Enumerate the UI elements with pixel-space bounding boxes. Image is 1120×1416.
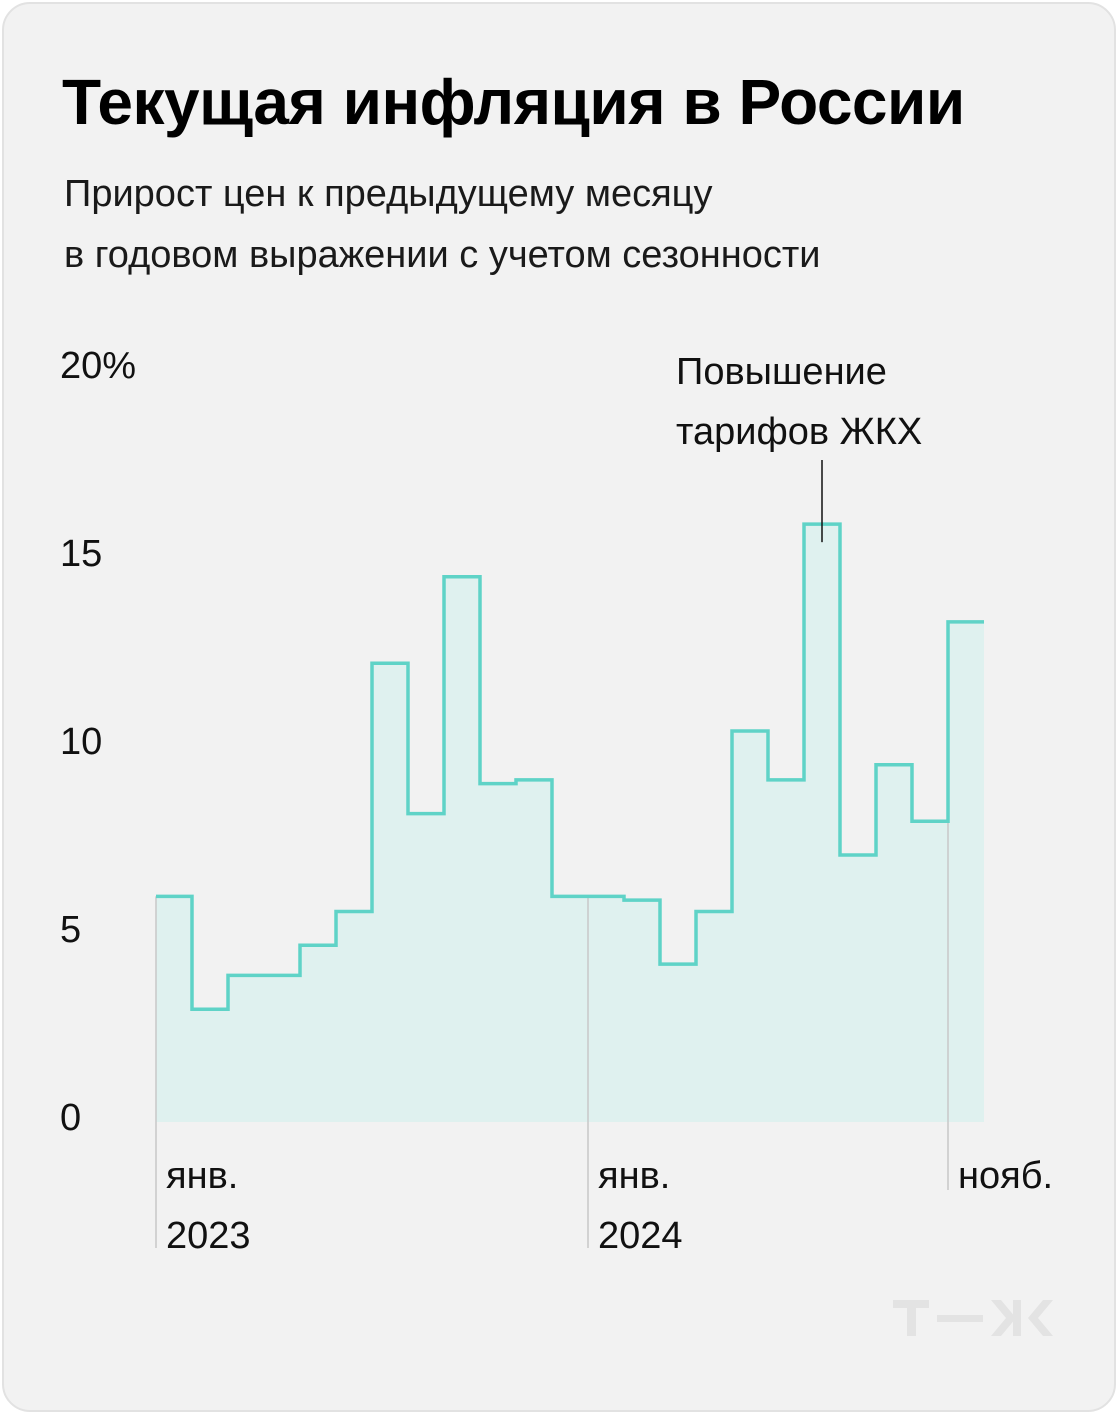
subtitle-line-2: в годовом выражении с учетом сезонности: [64, 234, 821, 276]
data-step-2024-05: [732, 729, 768, 733]
data-step-2023-11: [516, 778, 552, 782]
chart-title: Текущая инфляция в России: [62, 66, 965, 138]
data-step-2024-06: [768, 778, 804, 782]
data-step-2023-08: [408, 812, 444, 816]
x-tick-label: янв.: [598, 1155, 670, 1197]
data-step-2024-04: [696, 909, 732, 913]
y-tick-label: 0: [60, 1097, 81, 1139]
y-tick-label: 5: [60, 909, 81, 951]
data-step-2023-03: [228, 973, 264, 977]
data-step-2023-06: [336, 909, 372, 913]
data-step-2024-03: [660, 962, 696, 966]
y-tick-label: 15: [60, 533, 102, 575]
data-step-2023-05: [300, 943, 336, 947]
data-step-2024-11: [948, 620, 984, 624]
annotation-text: Повышение: [676, 351, 887, 393]
tzh-logo-icon: [893, 1300, 1053, 1336]
data-step-2023-01: [156, 894, 192, 898]
x-tick-label: янв.: [166, 1155, 238, 1197]
x-tick-label: нояб.: [958, 1155, 1053, 1197]
x-tick-label-year: 2023: [166, 1215, 251, 1257]
data-step-2024-02: [624, 898, 660, 902]
chart-subtitle: Прирост цен к предыдущему месяцу в годов…: [64, 164, 1064, 286]
area-fill: [156, 524, 984, 1122]
data-step-2024-09: [876, 763, 912, 767]
data-step-2024-01: [588, 894, 624, 898]
data-step-2023-07: [372, 661, 408, 665]
data-step-2023-02: [192, 1007, 228, 1011]
y-tick-label: 20%: [60, 345, 136, 387]
x-tick-label-year: 2024: [598, 1215, 683, 1257]
data-step-2024-10: [912, 819, 948, 823]
data-step-2023-04: [264, 973, 300, 977]
series-line: [156, 522, 984, 1011]
y-tick-label: 10: [60, 721, 102, 763]
subtitle-line-1: Прирост цен к предыдущему месяцу: [64, 173, 713, 215]
data-step-2023-09: [444, 575, 480, 579]
data-step-2023-12: [552, 894, 588, 898]
annotation-text: тарифов ЖКХ: [676, 411, 922, 453]
data-step-2023-10: [480, 782, 516, 786]
data-step-2024-08: [840, 853, 876, 857]
